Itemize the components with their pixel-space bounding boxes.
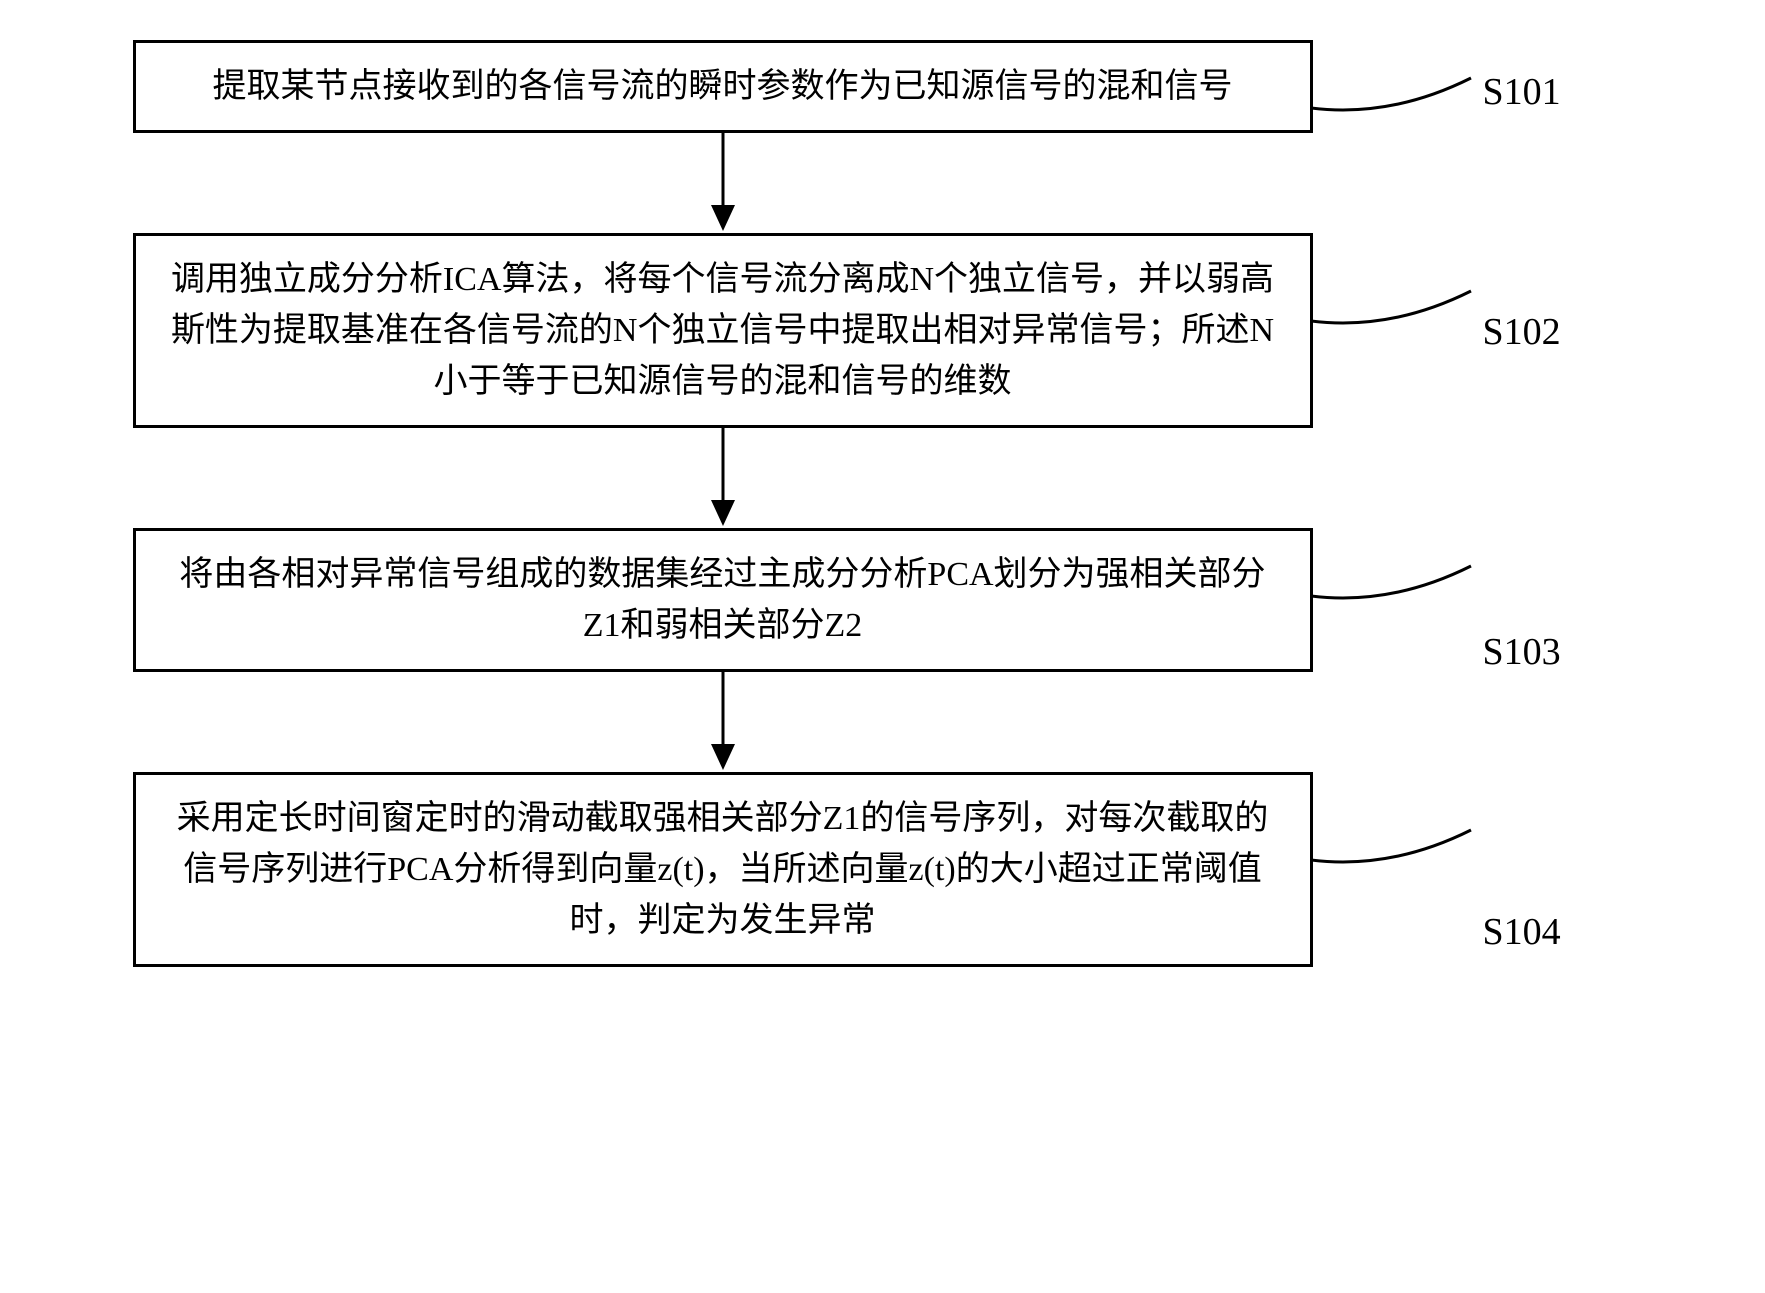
flow-step-s103: 将由各相对异常信号组成的数据集经过主成分分析PCA划分为强相关部分Z1和弱相关部… bbox=[133, 528, 1313, 672]
flowchart-container: 提取某节点接收到的各信号流的瞬时参数作为已知源信号的混和信号 S101 调用独立… bbox=[133, 40, 1633, 967]
step-text: 提取某节点接收到的各信号流的瞬时参数作为已知源信号的混和信号 bbox=[213, 68, 1233, 105]
step-label-s102: S102 bbox=[1483, 310, 1561, 354]
flow-step-s104: 采用定长时间窗定时的滑动截取强相关部分Z1的信号序列，对每次截取的信号序列进行P… bbox=[133, 772, 1313, 967]
step-label-s104: S104 bbox=[1483, 910, 1561, 954]
arrow-down-icon bbox=[703, 133, 743, 233]
connector-curve-icon bbox=[1311, 73, 1481, 123]
step-text: 采用定长时间窗定时的滑动截取强相关部分Z1的信号序列，对每次截取的信号序列进行P… bbox=[177, 800, 1269, 939]
arrow-container bbox=[133, 428, 1313, 528]
step-label-s103: S103 bbox=[1483, 630, 1561, 674]
flow-step-s102: 调用独立成分分析ICA算法，将每个信号流分离成N个独立信号，并以弱高斯性为提取基… bbox=[133, 233, 1313, 428]
arrow-down-icon bbox=[703, 672, 743, 772]
flow-step-s101: 提取某节点接收到的各信号流的瞬时参数作为已知源信号的混和信号 bbox=[133, 40, 1313, 133]
connector-curve-icon bbox=[1311, 286, 1481, 336]
arrow-container bbox=[133, 672, 1313, 772]
connector-curve-icon bbox=[1311, 561, 1481, 611]
step-text: 调用独立成分分析ICA算法，将每个信号流分离成N个独立信号，并以弱高斯性为提取基… bbox=[171, 261, 1274, 400]
step-label-s101: S101 bbox=[1483, 70, 1561, 114]
connector-curve-icon bbox=[1311, 825, 1481, 875]
step-text: 将由各相对异常信号组成的数据集经过主成分分析PCA划分为强相关部分Z1和弱相关部… bbox=[179, 556, 1265, 644]
arrow-container bbox=[133, 133, 1313, 233]
arrow-down-icon bbox=[703, 428, 743, 528]
